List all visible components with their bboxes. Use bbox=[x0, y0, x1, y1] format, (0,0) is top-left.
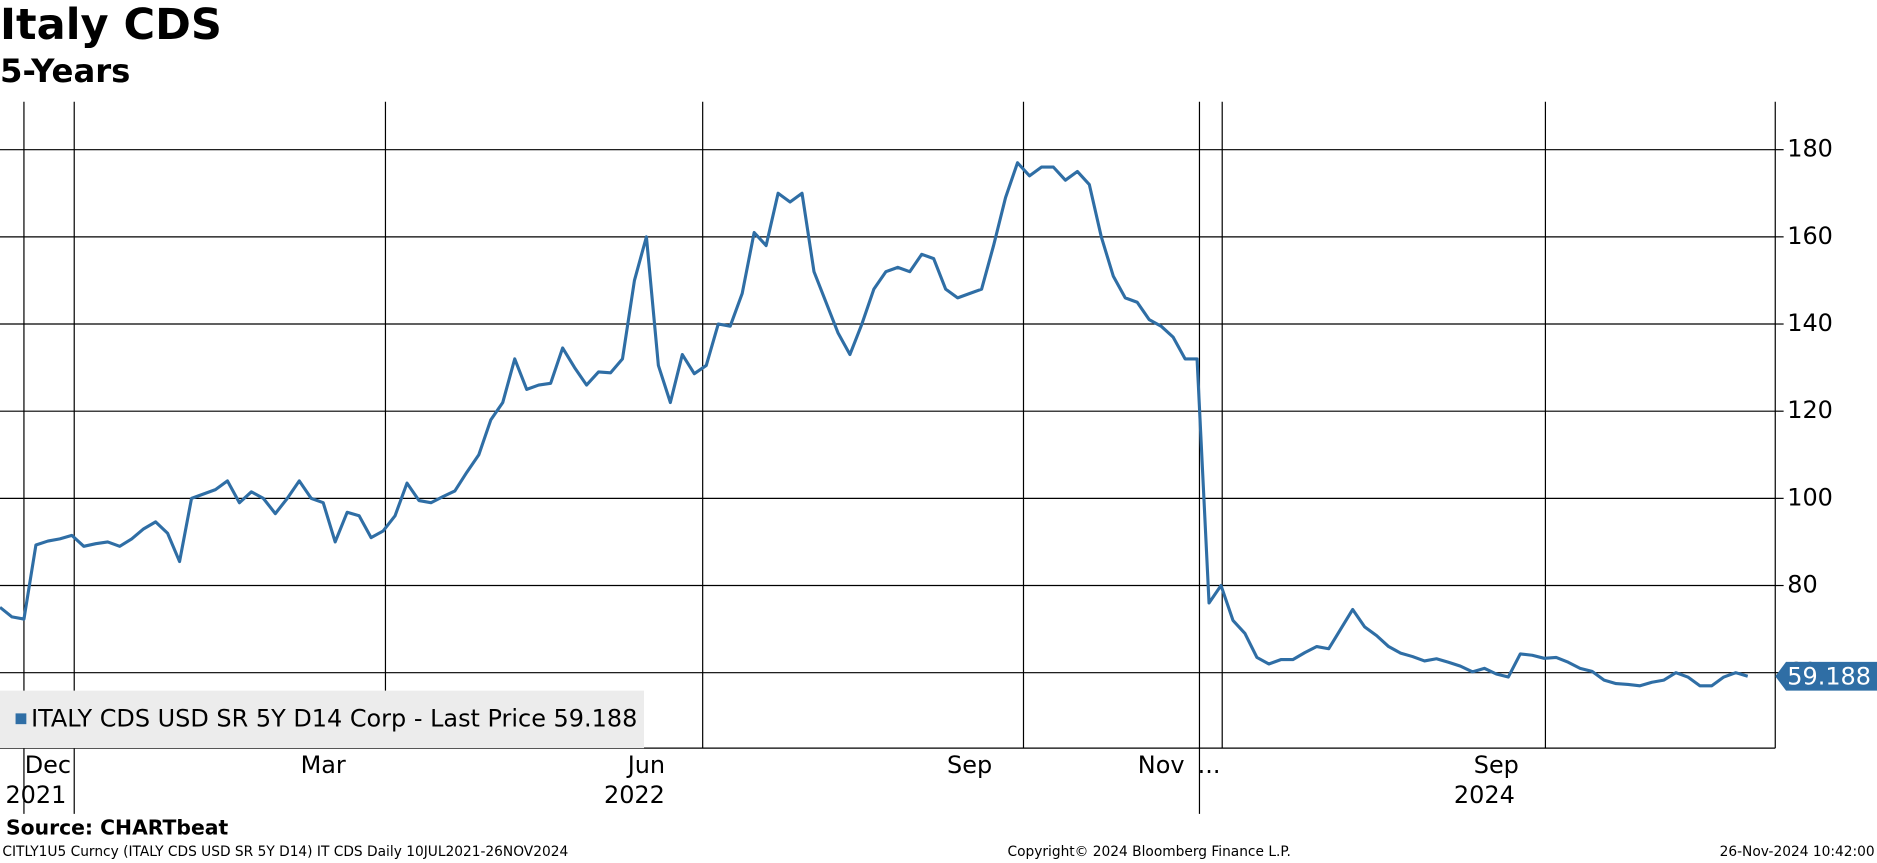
last-value-tag bbox=[1775, 661, 1877, 691]
vertical-grid bbox=[0, 101, 1776, 814]
chart-title: Italy CDS bbox=[0, 0, 222, 50]
footer-center: Copyright© 2024 Bloomberg Finance L.P. bbox=[1007, 844, 1290, 860]
series-line bbox=[0, 161, 1749, 688]
legend-box bbox=[0, 690, 645, 749]
x-tick-label: Sep bbox=[1474, 751, 1519, 779]
x-tick-label: Dec bbox=[25, 751, 71, 779]
footer-left: CITLY1U5 Curncy (ITALY CDS USD SR 5Y D14… bbox=[2, 844, 568, 860]
legend-swatch bbox=[15, 713, 27, 725]
x-year-label: 2021 bbox=[5, 781, 66, 809]
x-year-label: 2024 bbox=[1454, 781, 1515, 809]
x-tick-label: Sep bbox=[947, 751, 992, 779]
last-value-label: 59.188 bbox=[1787, 662, 1871, 690]
x-tick-label: ... bbox=[1198, 751, 1221, 779]
x-tick-label: Mar bbox=[301, 751, 346, 779]
y-tick-label: 120 bbox=[1787, 396, 1833, 424]
y-tick-label: 180 bbox=[1787, 135, 1833, 163]
legend-label: ITALY CDS USD SR 5Y D14 Corp - Last Pric… bbox=[31, 704, 637, 732]
x-tick-label: Jun bbox=[626, 751, 665, 779]
source: Source: CHARTbeat bbox=[6, 815, 228, 839]
chart-subtitle: 5-Years bbox=[0, 52, 130, 90]
y-tick-label: 80 bbox=[1787, 571, 1817, 599]
y-tick-label: 140 bbox=[1787, 309, 1833, 337]
x-year-label: 2022 bbox=[604, 781, 665, 809]
y-tick-label: 100 bbox=[1787, 483, 1833, 511]
x-tick-label: Nov bbox=[1138, 751, 1185, 779]
y-tick-label: 160 bbox=[1787, 222, 1833, 250]
footer-right: 26-Nov-2024 10:42:00 bbox=[1720, 844, 1875, 860]
